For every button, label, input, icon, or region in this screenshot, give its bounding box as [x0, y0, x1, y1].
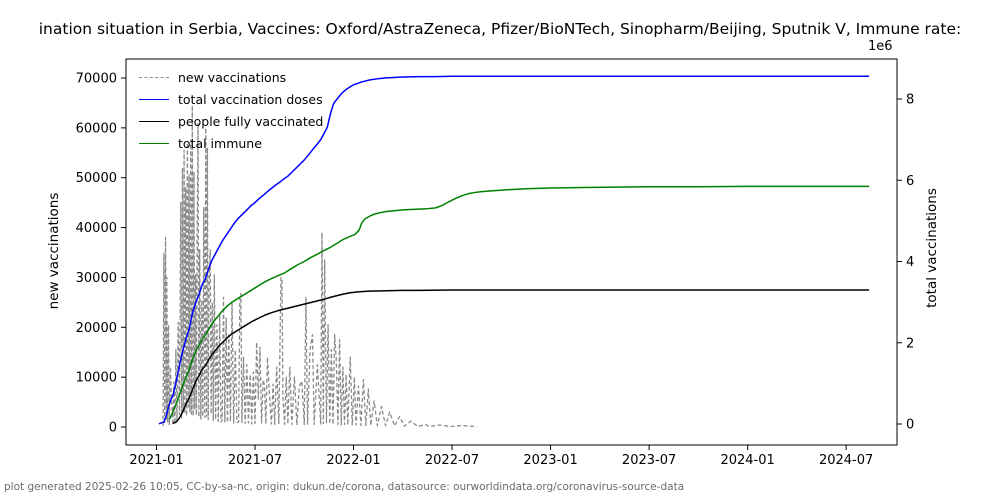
plot-caption: plot generated 2025-02-26 10:05, CC-by-s…: [4, 481, 685, 493]
right-y-tick-label: 4: [906, 255, 914, 270]
legend-item-new-vaccinations: new vaccinations: [139, 66, 323, 88]
dashed-line-swatch: [139, 76, 169, 78]
solid-line-swatch: [139, 142, 169, 144]
legend-label: total vaccination doses: [178, 91, 323, 107]
left-axis-title: new vaccinations: [46, 192, 62, 310]
series-line-total-immune: [168, 185, 870, 420]
solid-line-swatch: [139, 98, 169, 100]
left-y-tick-label: 50000: [76, 171, 117, 186]
x-tick-label: 2022-07: [425, 453, 479, 468]
legend-item-total-immune: total immune: [139, 132, 323, 154]
chart-title: ination situation in Serbia, Vaccines: O…: [38, 20, 962, 38]
left-y-tick-label: 10000: [76, 371, 117, 386]
left-y-tick-label: 20000: [76, 321, 117, 336]
x-tick-label: 2021-07: [228, 453, 282, 468]
left-y-tick-label: 40000: [76, 221, 117, 236]
right-y-tick-label: 6: [906, 174, 914, 189]
right-y-tick-label: 8: [906, 93, 914, 108]
series-line-people-fully-vaccinated: [172, 289, 870, 425]
series-line-new-vaccinations: [162, 104, 477, 428]
x-tick-label: 2021-01: [129, 453, 183, 468]
x-tick-label: 2023-07: [622, 453, 676, 468]
series-line-total-vaccination-doses: [158, 75, 870, 425]
right-y-tick-label: 2: [906, 336, 914, 351]
left-y-tick-label: 0: [109, 421, 117, 436]
right-y-tick-label: 0: [906, 418, 914, 433]
legend-label: new vaccinations: [178, 69, 287, 85]
left-y-tick-label: 30000: [76, 271, 117, 286]
axis-offset-label: 1e6: [868, 39, 893, 54]
right-axis-title: total vaccinations: [924, 188, 940, 308]
plot-frame: [125, 58, 898, 446]
left-y-tick-label: 60000: [76, 121, 117, 136]
x-tick-label: 2024-07: [819, 453, 873, 468]
legend-item-total-vaccination-doses: total vaccination doses: [139, 88, 323, 110]
x-tick-label: 2024-01: [720, 453, 774, 468]
x-tick-label: 2023-01: [523, 453, 577, 468]
left-y-tick-label: 70000: [76, 72, 117, 87]
solid-line-swatch: [139, 120, 169, 122]
legend-item-people-fully-vaccinated: people fully vaccinated: [139, 110, 323, 132]
legend: new vaccinations total vaccination doses…: [139, 66, 323, 154]
x-tick-label: 2022-01: [326, 453, 380, 468]
legend-label: people fully vaccinated: [178, 113, 324, 129]
legend-label: total immune: [178, 135, 262, 151]
